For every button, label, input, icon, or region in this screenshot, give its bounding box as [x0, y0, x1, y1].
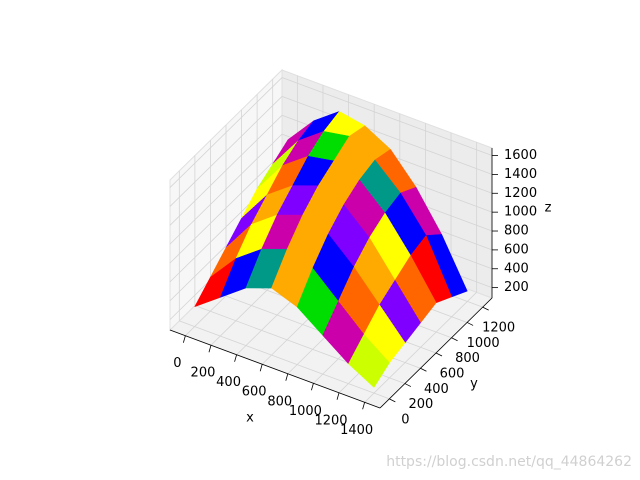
z-tick-label: 1200 — [504, 186, 537, 201]
z-tick-label: 400 — [504, 261, 529, 276]
z-tick-label: 1000 — [504, 205, 537, 220]
y-tick-label: 400 — [424, 382, 449, 397]
grid-line — [169, 133, 283, 245]
x-tick-label: 0 — [173, 356, 181, 371]
x-tick — [336, 392, 340, 400]
grid-line — [169, 114, 283, 226]
y-tick-label: 600 — [440, 367, 465, 382]
x-tick-label: 200 — [191, 366, 216, 381]
watermark: https://blog.csdn.net/qq_44864262 — [386, 454, 632, 470]
z-tick-label: 600 — [504, 242, 529, 257]
plot-area: 0200400600800100012001400020040060080010… — [169, 68, 537, 438]
y-tick — [451, 337, 458, 342]
x-tick-label: 1200 — [314, 413, 347, 428]
z-axis-label: z — [545, 201, 552, 216]
y-tick — [420, 367, 427, 372]
surface-face — [348, 333, 390, 388]
x-tick — [208, 345, 212, 353]
x-tick-label: 400 — [216, 375, 241, 390]
x-axis-line — [169, 329, 381, 409]
x-tick-label: 800 — [267, 394, 292, 409]
x-tick — [182, 335, 186, 343]
y-tick-label: 1200 — [482, 321, 515, 336]
x-tick-label: 600 — [242, 385, 267, 400]
y-tick-label: 800 — [455, 351, 480, 366]
grid-line — [169, 152, 283, 264]
grid-line — [281, 96, 493, 175]
x-tick — [311, 383, 314, 391]
grid-line — [179, 320, 390, 400]
x-tick-label: 1000 — [289, 404, 322, 419]
grid-line — [169, 77, 283, 188]
y-tick — [435, 352, 443, 357]
z-tick-label: 800 — [504, 224, 529, 239]
y-axis-label: y — [470, 377, 478, 392]
y-axis-line — [379, 297, 493, 409]
grid-line — [169, 96, 283, 207]
y-tick — [482, 306, 489, 311]
y-tick-label: 1000 — [467, 336, 500, 351]
x-tick — [285, 373, 289, 381]
x-tick — [234, 354, 237, 362]
y-tick — [404, 383, 412, 387]
z-tick-label: 200 — [504, 280, 529, 295]
z-tick-label: 1600 — [504, 148, 537, 163]
x-tick — [259, 364, 263, 372]
y-tick-label: 0 — [401, 412, 409, 427]
z-tick-label: 1400 — [504, 167, 537, 182]
y-tick — [466, 322, 474, 326]
y-tick-label: 200 — [408, 397, 433, 412]
y-tick — [389, 398, 396, 403]
grid-line — [281, 77, 493, 156]
x-tick-label: 1400 — [340, 423, 373, 438]
x-axis-label: x — [246, 411, 254, 426]
x-tick — [362, 402, 366, 410]
